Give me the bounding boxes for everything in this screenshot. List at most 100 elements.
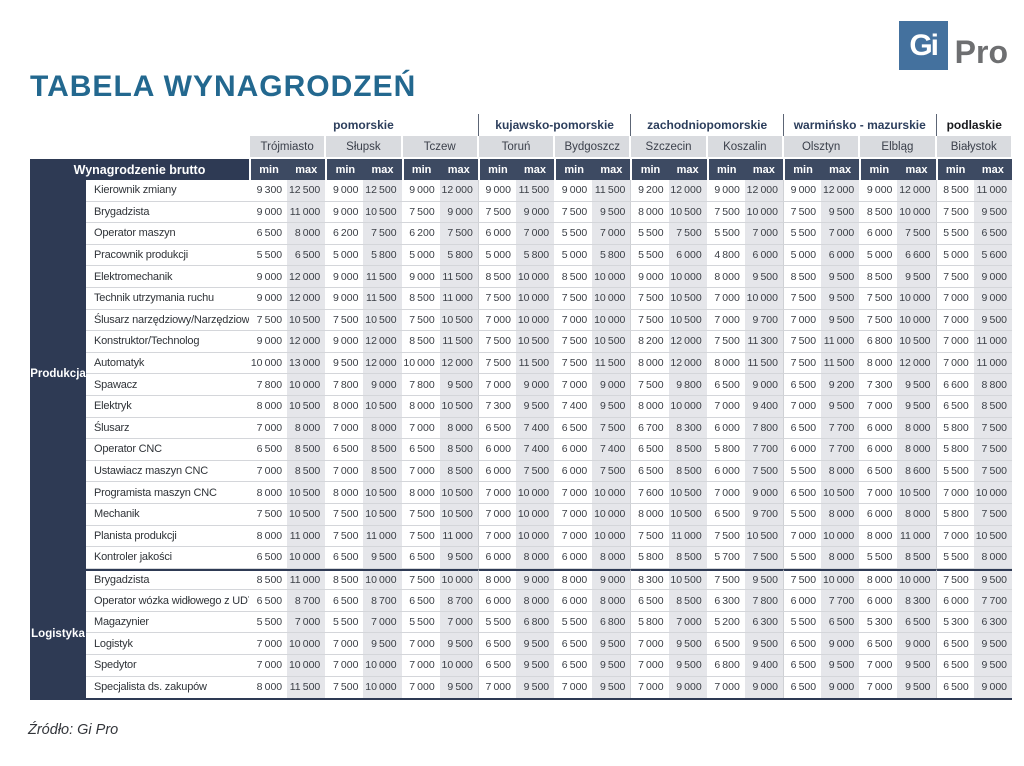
salary-min-cell: 6 000: [477, 439, 516, 461]
salary-min-cell: 7 500: [859, 309, 898, 332]
header-spacer: [30, 114, 249, 136]
salary-min-cell: 7 500: [706, 568, 745, 591]
salary-max-cell: 10 500: [744, 525, 783, 548]
salary-min-cell: 7 500: [859, 287, 898, 310]
salary-min-cell: 5 800: [935, 439, 974, 461]
salary-min-cell: 5 200: [706, 611, 745, 634]
section-label: Logistyka: [30, 568, 86, 699]
salary-max-cell: 7 500: [973, 417, 1012, 440]
job-title-cell: Specjalista ds. zakupów: [86, 676, 249, 699]
salary-max-cell: 8 500: [287, 439, 326, 461]
salary-min-cell: 7 500: [401, 201, 440, 224]
salary-max-cell: 7 000: [744, 223, 783, 245]
salary-min-cell: 7 000: [554, 503, 593, 526]
salary-min-cell: 6 500: [859, 633, 898, 656]
salary-max-cell: 9 500: [897, 655, 936, 677]
job-title-cell: Operator wózka widłowego z UDT: [86, 590, 249, 612]
salary-max-cell: 9 000: [744, 482, 783, 504]
salary-min-cell: 6 000: [782, 439, 822, 461]
salary-max-cell: 9 500: [897, 266, 936, 288]
table-row: Technik utrzymania ruchu 9 000 12 000 9 000…: [30, 287, 1012, 310]
salary-min-cell: 9 000: [249, 287, 288, 310]
salary-min-cell: 7 000: [706, 287, 745, 310]
salary-min-cell: 6 000: [477, 590, 516, 612]
salary-min-cell: 7 500: [554, 201, 593, 224]
logo-pro-text: Pro: [954, 34, 1008, 70]
salary-min-cell: 7 500: [554, 352, 593, 375]
salary-max-cell: 9 500: [363, 547, 402, 569]
salary-max-cell: 9 000: [439, 201, 478, 224]
salary-max-cell: 11 000: [287, 568, 326, 591]
city-header: Tczew: [401, 136, 478, 158]
salary-max-cell: 10 000: [592, 287, 631, 310]
salary-min-cell: 8 000: [249, 482, 288, 504]
salary-max-cell: 9 500: [515, 655, 555, 677]
max-header: max: [744, 158, 783, 180]
salary-max-cell: 10 500: [439, 503, 478, 526]
salary-max-cell: 10 000: [515, 309, 555, 332]
job-title-cell: Elektromechanik: [86, 266, 249, 288]
salary-min-cell: 6 500: [325, 590, 364, 612]
salary-max-cell: 10 000: [592, 309, 631, 332]
table-row: Ślusarz narzędziowy/Narzędziowiec 7 500 10…: [30, 309, 1012, 332]
salary-max-cell: 10 500: [439, 309, 478, 332]
salary-min-cell: 7 000: [477, 482, 516, 504]
salary-min-cell: 5 000: [401, 244, 440, 267]
salary-max-cell: 11 500: [592, 180, 631, 202]
job-title-cell: Programista maszyn CNC: [86, 482, 249, 504]
salary-max-cell: 9 500: [744, 633, 783, 656]
min-header: min: [325, 158, 364, 180]
salary-min-cell: 7 000: [859, 395, 898, 418]
salary-min-cell: 7 300: [477, 395, 516, 418]
salary-max-cell: 9 000: [515, 568, 555, 591]
job-title-cell: Spawacz: [86, 374, 249, 396]
salary-max-cell: 12 000: [668, 331, 707, 353]
salary-min-cell: 7 000: [706, 482, 745, 504]
salary-max-cell: 9 700: [744, 309, 783, 332]
salary-max-cell: 12 000: [821, 180, 860, 202]
salary-min-cell: 8 300: [630, 568, 669, 591]
salary-max-cell: 9 500: [973, 309, 1012, 332]
salary-max-cell: 5 800: [592, 244, 631, 267]
salary-min-cell: 6 800: [706, 655, 745, 677]
city-header: Koszalin: [706, 136, 783, 158]
salary-max-cell: 10 000: [744, 287, 783, 310]
salary-min-cell: 7 000: [935, 525, 974, 548]
section-label: Produkcja: [30, 180, 86, 569]
job-title-cell: Technik utrzymania ruchu: [86, 287, 249, 310]
salary-max-cell: 7 400: [515, 417, 555, 440]
salary-max-cell: 12 000: [439, 180, 478, 202]
salary-min-cell: 6 500: [630, 439, 669, 461]
table-row: Elektromechanik 9 000 12 000 9 000 11 500 9 0…: [30, 266, 1012, 288]
salary-min-cell: 7 000: [554, 525, 593, 548]
salary-min-cell: 7 600: [630, 482, 669, 504]
salary-min-cell: 8 000: [630, 352, 669, 375]
salary-min-cell: 6 000: [706, 460, 745, 483]
salary-min-cell: 7 500: [325, 525, 364, 548]
salary-min-cell: 6 500: [401, 547, 440, 569]
salary-min-cell: 6 500: [782, 676, 822, 699]
salary-min-cell: 5 800: [935, 503, 974, 526]
salary-max-cell: 10 500: [287, 395, 326, 418]
salary-max-cell: 10 000: [363, 676, 402, 699]
salary-min-cell: 7 000: [325, 633, 364, 656]
salary-min-cell: 5 000: [782, 244, 822, 267]
salary-min-cell: 7 500: [935, 266, 974, 288]
salary-min-cell: 7 500: [325, 676, 364, 699]
job-title-cell: Logistyk: [86, 633, 249, 656]
salary-max-cell: 10 000: [897, 201, 936, 224]
minmax-row: Wynagrodzenie brutto min max min max min max mi…: [30, 158, 1012, 180]
max-header: max: [821, 158, 860, 180]
salary-min-cell: 7 500: [401, 568, 440, 591]
salary-max-cell: 6 000: [821, 244, 860, 267]
salary-max-cell: 10 500: [287, 309, 326, 332]
salary-max-cell: 9 400: [744, 395, 783, 418]
job-title-cell: Pracownik produkcji: [86, 244, 249, 267]
salary-max-cell: 8 000: [592, 590, 631, 612]
salary-max-cell: 9 500: [821, 655, 860, 677]
salary-max-cell: 10 500: [363, 309, 402, 332]
salary-max-cell: 7 400: [592, 439, 631, 461]
salary-max-cell: 10 000: [744, 201, 783, 224]
salary-max-cell: 8 300: [668, 417, 707, 440]
salary-max-cell: 8 800: [973, 374, 1012, 396]
